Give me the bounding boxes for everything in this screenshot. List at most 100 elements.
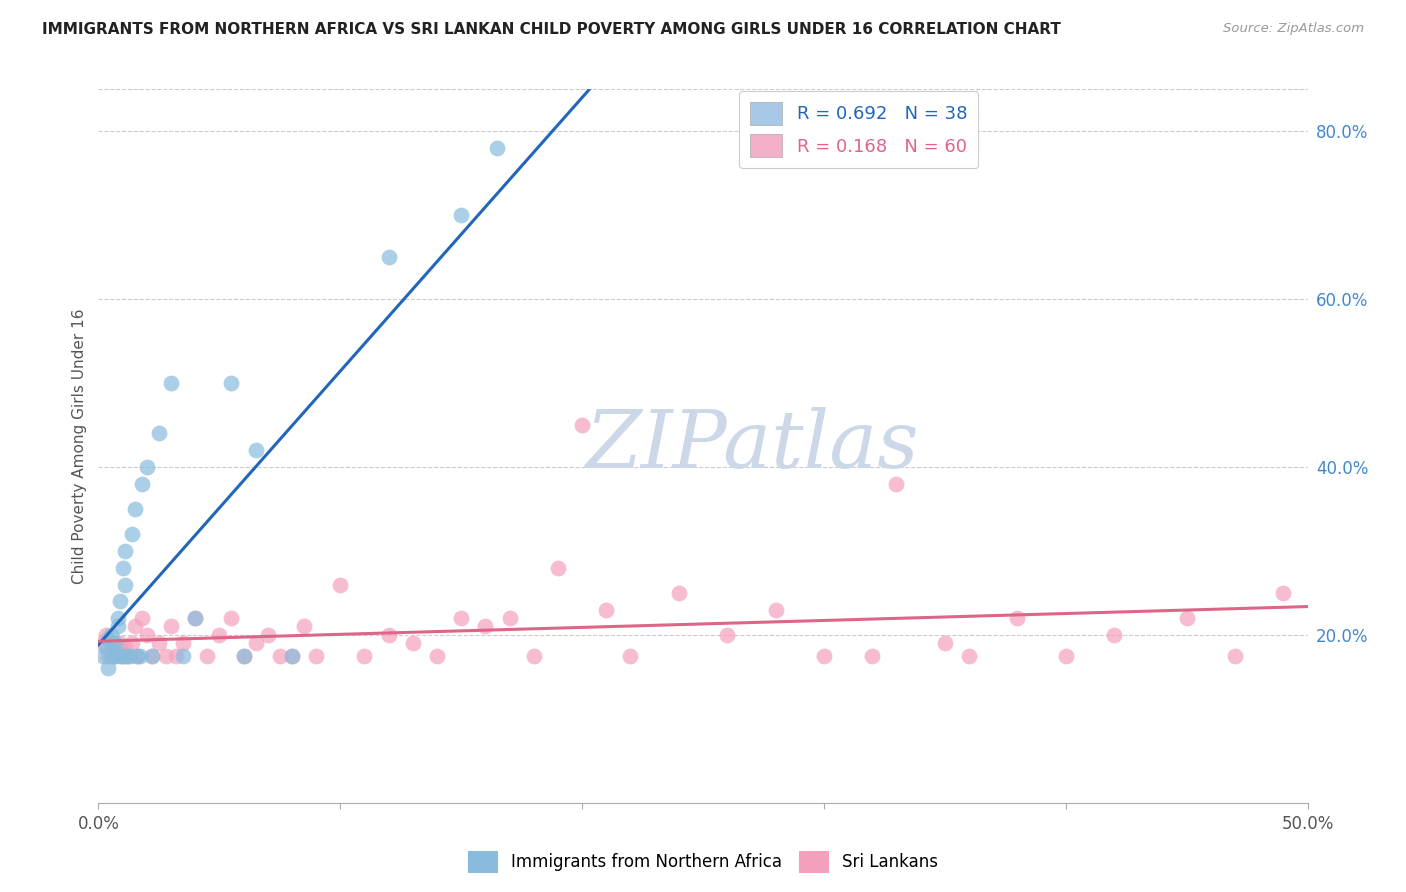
Text: ZIPatlas: ZIPatlas bbox=[585, 408, 918, 484]
Point bbox=[104, 648, 127, 663]
Point bbox=[1054, 648, 1077, 663]
Point bbox=[117, 648, 139, 663]
Point bbox=[97, 632, 120, 646]
Point bbox=[108, 636, 131, 650]
Point bbox=[124, 619, 146, 633]
Point bbox=[114, 544, 136, 558]
Point bbox=[450, 208, 472, 222]
Point bbox=[104, 648, 127, 663]
Point bbox=[184, 611, 207, 625]
Point bbox=[245, 443, 267, 458]
Point bbox=[619, 648, 641, 663]
Point bbox=[111, 648, 134, 663]
Point bbox=[498, 611, 520, 625]
Point bbox=[765, 603, 787, 617]
Point bbox=[148, 636, 170, 650]
Point bbox=[934, 636, 956, 650]
Point bbox=[135, 628, 157, 642]
Point bbox=[1223, 648, 1246, 663]
Point bbox=[91, 636, 114, 650]
Point bbox=[94, 628, 117, 642]
Point bbox=[245, 636, 267, 650]
Point bbox=[127, 648, 149, 663]
Point bbox=[165, 648, 187, 663]
Point bbox=[221, 376, 243, 390]
Point bbox=[141, 648, 163, 663]
Point bbox=[104, 636, 127, 650]
Point bbox=[94, 640, 117, 655]
Point bbox=[305, 648, 328, 663]
Point bbox=[377, 628, 399, 642]
Point bbox=[107, 619, 129, 633]
Point bbox=[107, 640, 129, 655]
Point bbox=[114, 640, 136, 655]
Point bbox=[155, 648, 177, 663]
Y-axis label: Child Poverty Among Girls Under 16: Child Poverty Among Girls Under 16 bbox=[72, 309, 87, 583]
Point bbox=[1175, 611, 1198, 625]
Point bbox=[281, 648, 304, 663]
Point bbox=[101, 636, 124, 650]
Point bbox=[1007, 611, 1029, 625]
Point bbox=[292, 619, 315, 633]
Point bbox=[131, 611, 153, 625]
Point bbox=[256, 628, 278, 642]
Point bbox=[716, 628, 738, 642]
Point bbox=[118, 648, 141, 663]
Point bbox=[329, 577, 352, 591]
Point bbox=[402, 636, 425, 650]
Point bbox=[860, 648, 883, 663]
Point bbox=[668, 586, 690, 600]
Point bbox=[523, 648, 546, 663]
Point bbox=[131, 476, 153, 491]
Point bbox=[571, 417, 593, 432]
Point bbox=[232, 648, 254, 663]
Point bbox=[100, 628, 122, 642]
Point bbox=[450, 611, 472, 625]
Point bbox=[117, 648, 139, 663]
Point bbox=[195, 648, 218, 663]
Point bbox=[124, 502, 146, 516]
Point bbox=[353, 648, 375, 663]
Point bbox=[547, 560, 569, 574]
Point bbox=[184, 611, 207, 625]
Point bbox=[97, 648, 120, 663]
Point bbox=[148, 426, 170, 441]
Point bbox=[101, 645, 124, 659]
Point bbox=[957, 648, 980, 663]
Point bbox=[101, 648, 124, 663]
Point bbox=[886, 476, 908, 491]
Point bbox=[100, 648, 122, 663]
Point bbox=[208, 628, 231, 642]
Point bbox=[281, 648, 304, 663]
Point bbox=[160, 376, 183, 390]
Legend: Immigrants from Northern Africa, Sri Lankans: Immigrants from Northern Africa, Sri Lan… bbox=[461, 845, 945, 880]
Point bbox=[813, 648, 835, 663]
Point bbox=[108, 648, 131, 663]
Point bbox=[121, 527, 143, 541]
Point bbox=[107, 611, 129, 625]
Point bbox=[232, 648, 254, 663]
Point bbox=[141, 648, 163, 663]
Point bbox=[474, 619, 496, 633]
Point bbox=[486, 141, 509, 155]
Point bbox=[426, 648, 449, 663]
Point bbox=[100, 645, 122, 659]
Point bbox=[127, 648, 149, 663]
Text: IMMIGRANTS FROM NORTHERN AFRICA VS SRI LANKAN CHILD POVERTY AMONG GIRLS UNDER 16: IMMIGRANTS FROM NORTHERN AFRICA VS SRI L… bbox=[42, 22, 1062, 37]
Point bbox=[172, 636, 194, 650]
Point bbox=[160, 619, 183, 633]
Point bbox=[97, 661, 120, 675]
Point bbox=[221, 611, 243, 625]
Point bbox=[121, 636, 143, 650]
Point bbox=[1272, 586, 1295, 600]
Text: Source: ZipAtlas.com: Source: ZipAtlas.com bbox=[1223, 22, 1364, 36]
Point bbox=[114, 577, 136, 591]
Point bbox=[377, 250, 399, 264]
Point bbox=[111, 648, 134, 663]
Point bbox=[128, 648, 150, 663]
Point bbox=[269, 648, 291, 663]
Point bbox=[172, 648, 194, 663]
Point bbox=[135, 460, 157, 475]
Point bbox=[1102, 628, 1125, 642]
Point bbox=[595, 603, 617, 617]
